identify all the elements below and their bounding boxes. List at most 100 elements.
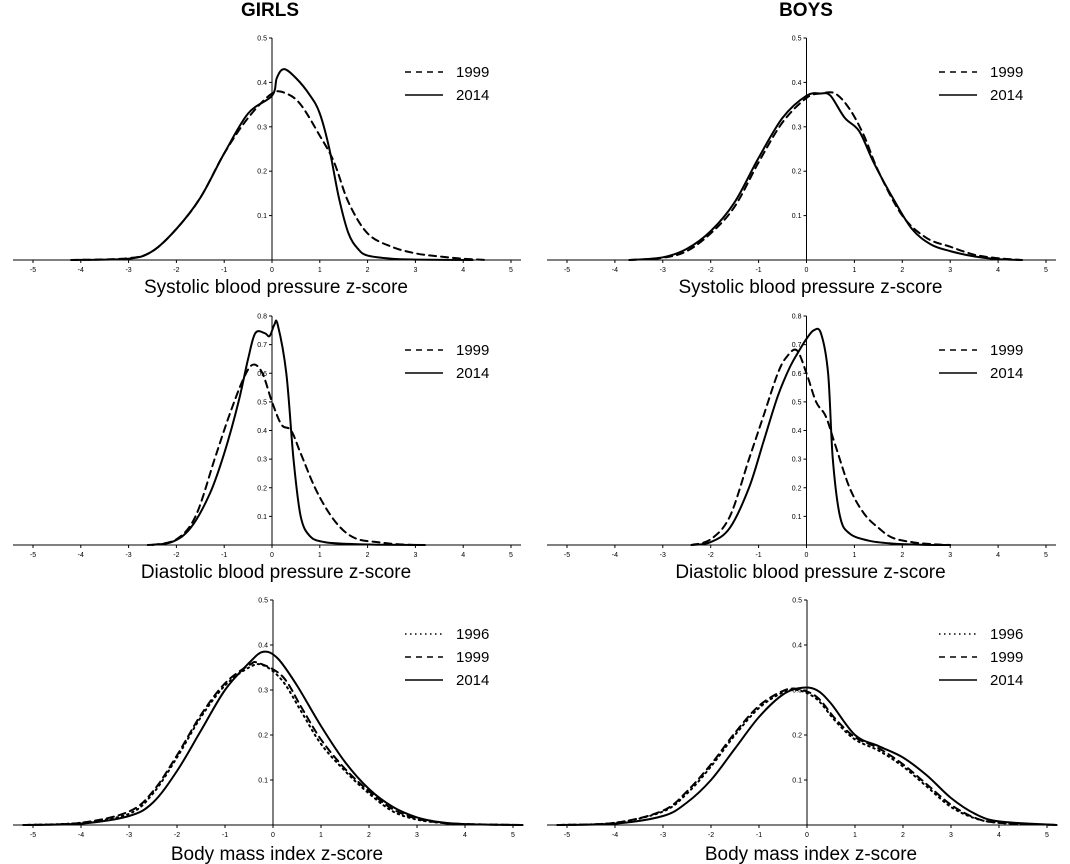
series-line-2014 bbox=[70, 68, 474, 261]
x-axis-title: Body mass index z-score bbox=[171, 844, 383, 864]
series-line-2014 bbox=[690, 327, 952, 546]
y-tick-label: 0.4 bbox=[258, 643, 268, 650]
y-tick-label: 0.5 bbox=[258, 598, 268, 605]
x-axis-title: Body mass index z-score bbox=[705, 844, 917, 864]
series-line-2014 bbox=[556, 686, 1058, 826]
x-axis-title: Systolic blood pressure z-score bbox=[144, 277, 408, 298]
series-line-1999 bbox=[22, 661, 524, 826]
series-line-2014 bbox=[146, 319, 426, 546]
x-tick-label: -5 bbox=[564, 267, 570, 274]
x-tick-label: 5 bbox=[1045, 832, 1049, 839]
x-tick-label: 1 bbox=[318, 267, 322, 274]
y-tick-label: 0.5 bbox=[792, 598, 802, 605]
panel-girls-dbp: -5 -4 -3 -2 -1 0 1 2 3 4 50.10.20.30.40.50.60.70.8… bbox=[13, 314, 521, 583]
y-tick-label: 0.6 bbox=[792, 371, 802, 378]
x-tick-label: 3 bbox=[415, 832, 419, 839]
x-tick-label: -1 bbox=[755, 552, 761, 559]
x-tick-label: 2 bbox=[366, 552, 370, 559]
x-tick-label: -2 bbox=[708, 832, 714, 839]
x-tick-label: -2 bbox=[173, 267, 179, 274]
x-axis-title: Diastolic blood pressure z-score bbox=[141, 562, 411, 583]
panel-boys-sbp: -5 -4 -3 -2 -1 0 1 2 3 4 5 0.1 0.2 0.3 0.4 0.5 1999 2014 S… bbox=[547, 36, 1056, 298]
y-tick-label: 0.7 bbox=[792, 342, 802, 349]
y-tick-label: 0.3 bbox=[258, 688, 268, 695]
x-tick-label: 0 bbox=[805, 832, 809, 839]
legend-label-2014: 2014 bbox=[456, 87, 489, 104]
column-title-girls: GIRLS bbox=[240, 0, 300, 21]
y-tick-label: 0.7 bbox=[257, 342, 267, 349]
legend-label-1999: 1999 bbox=[990, 342, 1023, 359]
y-tick-label: 0.4 bbox=[257, 80, 267, 87]
y-tick-label: 0.2 bbox=[258, 733, 268, 740]
x-axis-title: Systolic blood pressure z-score bbox=[679, 277, 943, 298]
x-tick-label: 4 bbox=[463, 832, 467, 839]
x-tick-label: -5 bbox=[564, 552, 570, 559]
x-tick-label: -3 bbox=[660, 832, 666, 839]
x-tick-label: 0 bbox=[805, 267, 809, 274]
panel-boys-dbp: -5 -4 -3 -2 -1 0 1 2 3 4 5 0.1 0.2 0.3 0.4 0.5 0.6 0.7 0.8… bbox=[547, 314, 1056, 583]
x-tick-label: 0 bbox=[270, 267, 274, 274]
y-tick-label: 0.4 bbox=[792, 643, 802, 650]
y-tick-label: 0.3 bbox=[257, 457, 267, 464]
y-tick-label: 0.2 bbox=[257, 485, 267, 492]
panel-boys-bmi: -5 -4 -3 -2 -1 0 1 2 3 4 5 0.1 0.2 0.3 0.4 0.5 1996 1999 2… bbox=[547, 598, 1058, 864]
x-tick-label: 0 bbox=[805, 552, 809, 559]
y-tick-label: 0.3 bbox=[792, 688, 802, 695]
x-tick-label: 2 bbox=[901, 832, 905, 839]
x-tick-label: -2 bbox=[708, 552, 714, 559]
panel-girls-bmi: -5 -4 -3 -2 -1 0 1 2 3 4 5 0.1 0.2 0.3 0.4 0.5 1996 1999 2… bbox=[13, 598, 524, 864]
y-tick-label: 0.1 bbox=[792, 514, 802, 521]
y-tick-label: 0.8 bbox=[257, 314, 267, 321]
legend-label-2014: 2014 bbox=[456, 672, 489, 689]
x-tick-label: -4 bbox=[612, 552, 618, 559]
x-tick-label: -5 bbox=[30, 267, 36, 274]
legend-label-1999: 1999 bbox=[456, 64, 489, 81]
series-line-1999 bbox=[628, 91, 1023, 261]
x-tick-label: -5 bbox=[30, 832, 36, 839]
y-tick-label: 0.1 bbox=[792, 213, 802, 220]
x-tick-label: 5 bbox=[511, 832, 515, 839]
legend-label-1999: 1999 bbox=[456, 649, 489, 666]
x-tick-label: -2 bbox=[173, 552, 179, 559]
x-tick-label: -4 bbox=[78, 552, 84, 559]
y-tick-label: 0.1 bbox=[792, 778, 802, 785]
y-tick-label: 0.5 bbox=[257, 399, 267, 406]
series-line-1996 bbox=[22, 663, 524, 826]
legend-label-1999: 1999 bbox=[990, 64, 1023, 81]
x-tick-label: -5 bbox=[564, 832, 570, 839]
x-tick-label: 3 bbox=[948, 552, 952, 559]
x-tick-label: 5 bbox=[1044, 552, 1048, 559]
x-tick-label: -4 bbox=[612, 832, 618, 839]
x-tick-label: -1 bbox=[221, 552, 227, 559]
x-tick-label: 3 bbox=[413, 267, 417, 274]
legend-label-1999: 1999 bbox=[456, 342, 489, 359]
x-tick-label: 3 bbox=[413, 552, 417, 559]
x-tick-label: -3 bbox=[660, 267, 666, 274]
x-tick-label: -3 bbox=[125, 267, 131, 274]
x-tick-label: -2 bbox=[708, 267, 714, 274]
y-tick-label: 0.4 bbox=[792, 80, 802, 87]
x-tick-label: 3 bbox=[948, 267, 952, 274]
x-tick-label: -3 bbox=[660, 552, 666, 559]
legend-label-1996: 1996 bbox=[990, 626, 1023, 643]
y-tick-label: 0.2 bbox=[792, 485, 802, 492]
x-tick-label: 2 bbox=[900, 267, 904, 274]
x-tick-label: 2 bbox=[367, 832, 371, 839]
x-tick-label: 4 bbox=[996, 552, 1000, 559]
x-tick-label: 1 bbox=[853, 832, 857, 839]
column-title-boys: BOYS bbox=[779, 0, 833, 21]
x-tick-label: 3 bbox=[949, 832, 953, 839]
y-tick-label: 0.3 bbox=[792, 124, 802, 131]
y-tick-label: 0.5 bbox=[257, 36, 267, 43]
legend-label-1999: 1999 bbox=[990, 649, 1023, 666]
x-tick-label: 4 bbox=[461, 267, 465, 274]
y-tick-label: 0.3 bbox=[792, 457, 802, 464]
x-tick-label: -1 bbox=[221, 267, 227, 274]
legend-label-2014: 2014 bbox=[990, 87, 1023, 104]
x-tick-label: -4 bbox=[78, 832, 84, 839]
series-line-1996 bbox=[556, 688, 1058, 826]
x-tick-label: 5 bbox=[509, 552, 513, 559]
y-tick-label: 0.1 bbox=[257, 514, 267, 521]
x-tick-label: -4 bbox=[78, 267, 84, 274]
